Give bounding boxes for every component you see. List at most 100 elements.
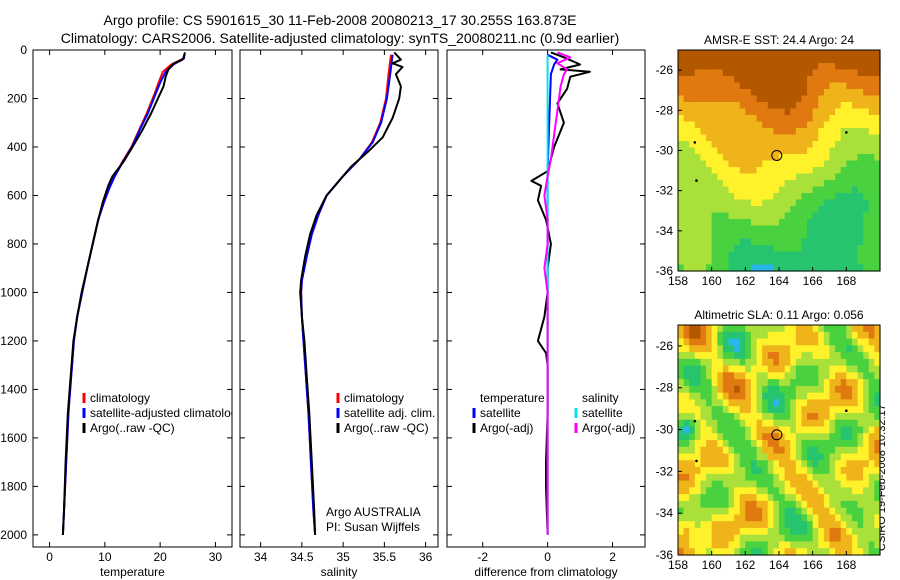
sst_map-cell — [722, 56, 730, 64]
sla_map-cell — [807, 419, 814, 428]
sst_map-cell — [801, 102, 808, 110]
sst_map-cell — [711, 186, 718, 194]
sla_map-cell — [863, 446, 870, 455]
sst_map-cell — [812, 128, 819, 136]
sst_map-cell — [734, 245, 741, 253]
sst_map-cell — [756, 232, 763, 240]
sla_map-cell — [863, 514, 870, 522]
sst_map-cell — [745, 245, 752, 253]
sla_map-cell — [840, 521, 847, 529]
sst_map-cell — [851, 180, 859, 188]
sla_map-cell — [784, 500, 791, 509]
sst_map-cell — [835, 251, 842, 259]
sla_map-cell — [790, 365, 797, 373]
sla_map-cell — [700, 460, 707, 468]
sla_map-cell — [807, 406, 814, 414]
sla_map-cell — [689, 331, 696, 340]
sla_map-cell — [863, 541, 870, 549]
sst_map-cell — [874, 141, 881, 149]
sla_map-cell — [678, 419, 685, 428]
salinity-xtick-label: 36 — [419, 550, 433, 564]
sla_map-cell — [840, 399, 847, 407]
sst_map-cell — [734, 199, 741, 207]
sla_map-cell — [717, 521, 724, 529]
sla_map-cell — [779, 487, 786, 495]
ytick-label: 1000 — [0, 285, 27, 299]
sla_map-cell — [835, 406, 842, 414]
sst_map-cell — [700, 186, 707, 194]
sla_map-cell — [722, 467, 730, 475]
sla_map-cell — [717, 548, 724, 556]
sla_map-cell — [801, 385, 808, 394]
sst_map-cell — [857, 134, 864, 142]
sst_map-cell — [857, 264, 864, 272]
sla_map-cell — [840, 358, 847, 367]
sla_map-cell — [823, 345, 831, 353]
sst_map-cell — [835, 180, 842, 188]
sla_map-cell — [711, 433, 718, 441]
sla_map-cell — [829, 426, 836, 434]
sla_map-cell — [779, 345, 786, 353]
sla_map-cell — [706, 406, 713, 414]
sla_map-cell — [851, 358, 859, 367]
sst_map-cell — [851, 193, 859, 201]
sla_map-cell — [868, 372, 875, 380]
sla_map-cell — [773, 352, 780, 360]
sla_map-cell — [801, 338, 808, 346]
sst_map-cell — [678, 232, 685, 240]
sla_map-cell — [756, 433, 763, 441]
sst_map-cell — [812, 50, 819, 58]
sla_map-cell — [773, 385, 780, 394]
sla_map-cell — [717, 467, 724, 475]
sla_map-cell — [734, 433, 741, 441]
sla_map-cell — [801, 494, 808, 502]
sst_map-cell — [745, 212, 752, 220]
sst_map-cell — [851, 121, 859, 129]
sla_map-cell — [745, 338, 752, 346]
sla_map-cell — [812, 358, 819, 367]
sst_map-cell — [840, 102, 847, 110]
sst_map-title: AMSR-E SST: 24.4 Argo: 24 — [704, 33, 854, 47]
sla_map-cell — [728, 473, 735, 482]
sst_map-cell — [689, 251, 696, 259]
sst_map-cell — [846, 264, 853, 272]
sst_map-cell — [711, 102, 718, 110]
sla_map-cell — [846, 480, 853, 488]
sla_map-cell — [728, 338, 735, 346]
sst_map-cell — [756, 134, 763, 142]
sla_map-cell — [773, 345, 780, 353]
sst_map-cell — [818, 225, 825, 233]
sla_map-cell — [728, 426, 735, 434]
sla_map-cell — [762, 446, 769, 455]
sst_map-cell — [717, 134, 724, 142]
sla_map-cell — [767, 358, 774, 367]
sst_map-cell — [857, 89, 864, 97]
sla_map-cell — [857, 399, 864, 407]
sst_map-cell — [812, 232, 819, 240]
sst_map-cell — [700, 245, 707, 253]
sla_map-cell — [779, 473, 786, 482]
sla_map-cell — [851, 460, 859, 468]
sst_map-cell — [874, 76, 881, 84]
sst_map-cell — [840, 173, 847, 181]
sla_map-cell — [795, 406, 803, 414]
sla_map-cell — [750, 379, 758, 387]
sst_map-cell — [689, 89, 696, 97]
sla_map-cell — [823, 392, 831, 401]
sla_map-cell — [678, 521, 685, 529]
sla_map-cell — [812, 426, 819, 434]
sst_map-cell — [773, 63, 780, 71]
sla_map-cell — [790, 440, 797, 448]
sla_map-cell — [762, 352, 769, 360]
sla_map-cell — [700, 325, 707, 333]
sst_map-cell — [717, 199, 724, 207]
sst_map-cell — [795, 173, 803, 181]
sla_map-cell — [745, 494, 752, 502]
sla_map-cell — [807, 480, 814, 488]
sla_map-cell — [807, 412, 814, 421]
sst_map-cell — [801, 232, 808, 240]
sla_map-cell — [868, 426, 875, 434]
sst_map-cell — [807, 232, 814, 240]
sst_map-cell — [790, 225, 797, 233]
sla_map-cell — [812, 345, 819, 353]
